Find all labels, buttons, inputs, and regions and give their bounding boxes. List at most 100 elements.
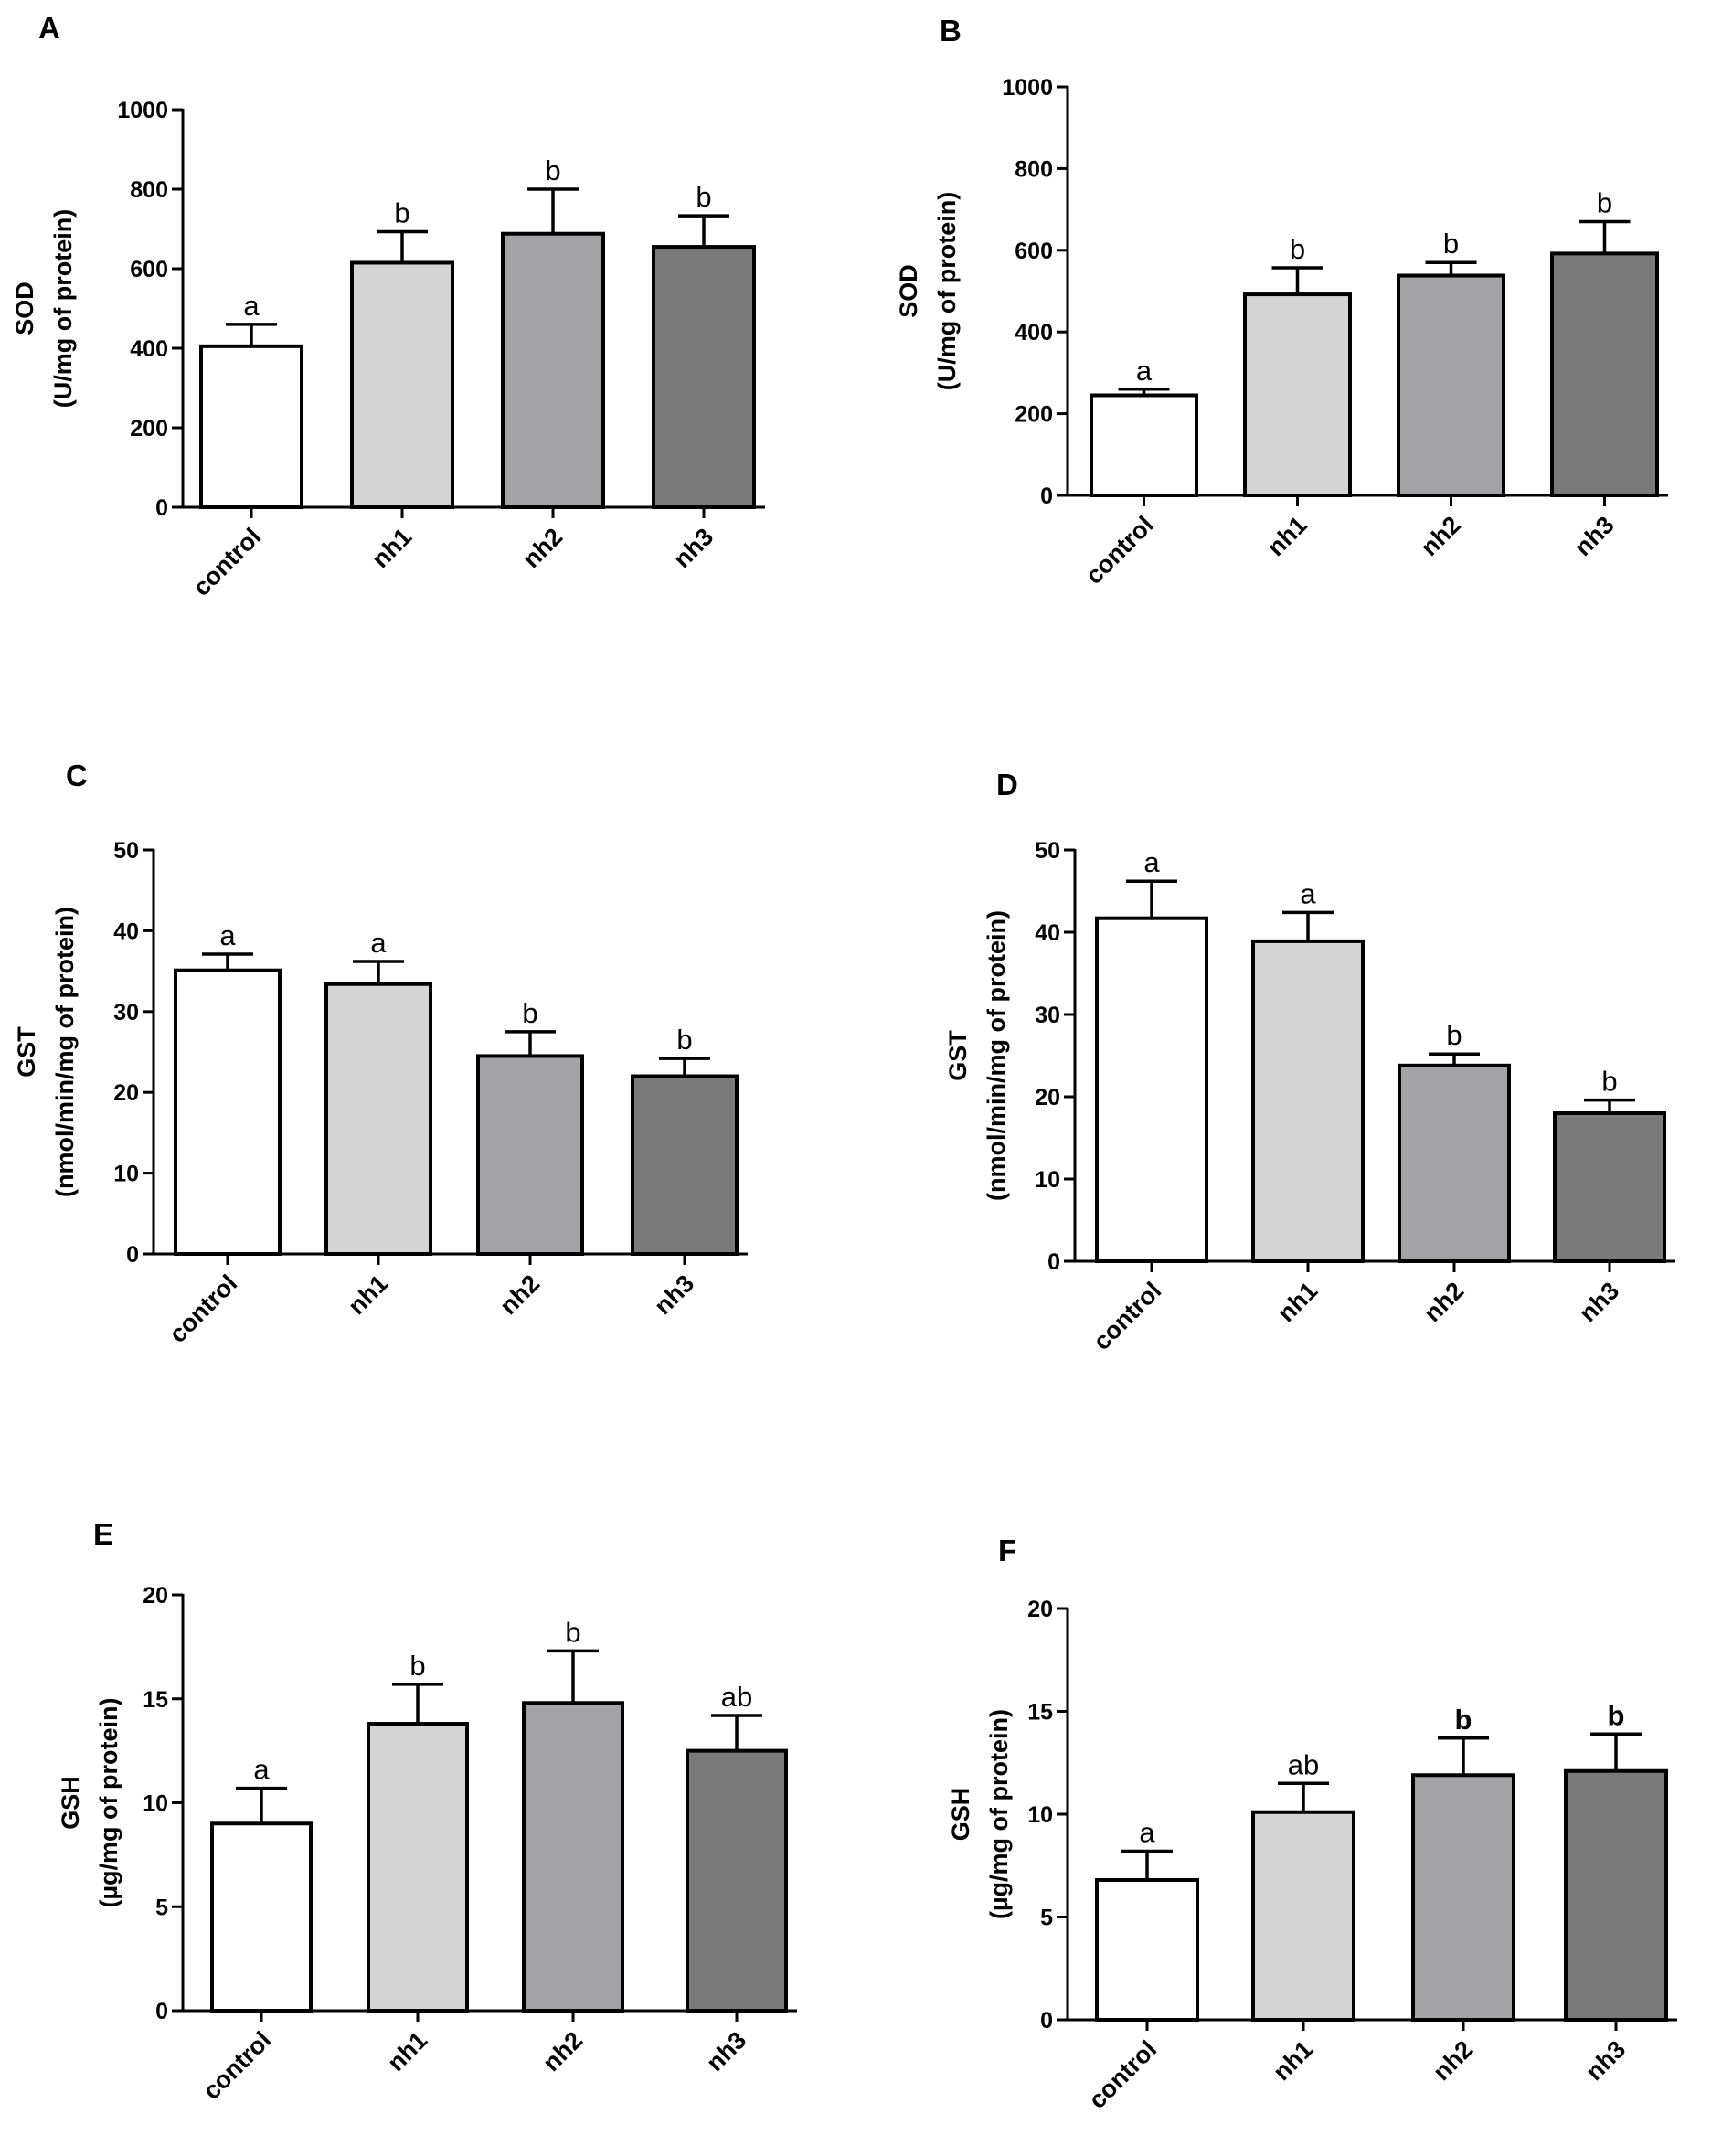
y-tick-label: 0: [155, 1999, 168, 2024]
y-tick-label: 15: [143, 1687, 168, 1713]
y-tick-label: 40: [1035, 920, 1060, 946]
y-tick-label: 600: [130, 257, 168, 282]
category-label: control: [1080, 511, 1159, 589]
significance-label: b: [545, 154, 560, 186]
significance-label: b: [1608, 1699, 1625, 1731]
y-tick-label: 0: [1047, 1249, 1060, 1275]
bar-nh3: [631, 1074, 739, 1257]
significance-label: b: [565, 1616, 580, 1648]
y-axis-label-title: GSH: [57, 1776, 84, 1830]
panel-letter: C: [66, 759, 88, 792]
y-tick-label: 400: [1015, 320, 1053, 345]
panel-e: E 0 5 10 15 20 GSH (µg/mg of protein) a control b n…: [57, 1517, 797, 2105]
bar-nh3: [1550, 251, 1659, 497]
significance-label: a: [370, 927, 387, 959]
category-label: nh2: [1416, 511, 1466, 561]
panel-letter: F: [998, 1534, 1016, 1567]
y-tick-label: 5: [1040, 1906, 1053, 1931]
y-tick-label: 30: [1035, 1003, 1060, 1028]
category-label: nh1: [1272, 1277, 1323, 1327]
significance-label: ab: [721, 1681, 752, 1713]
bar-nh2: [1411, 1773, 1515, 2022]
y-axis-label-units: (nmol/min/mg of protein): [51, 907, 79, 1197]
y-axis-label-title: GST: [13, 1026, 40, 1078]
category-label: nh3: [1569, 511, 1620, 561]
bar-nh1: [367, 1722, 469, 2013]
y-axis-label-units: (U/mg of protein): [933, 192, 961, 390]
category-label: nh1: [367, 523, 417, 573]
category-label: nh2: [537, 2026, 588, 2076]
bar-nh1: [350, 260, 454, 509]
y-tick-label: 20: [143, 1583, 168, 1609]
panel-letter: D: [996, 768, 1018, 802]
y-tick-label: 40: [113, 919, 139, 944]
bar-nh2: [1397, 273, 1505, 497]
y-axis-label-title: SOD: [11, 281, 38, 335]
significance-label: a: [253, 1754, 270, 1786]
significance-label: ab: [1288, 1748, 1319, 1780]
bar-nh1: [324, 982, 432, 1257]
y-tick-label: 10: [1035, 1167, 1060, 1193]
y-tick-label: 15: [1027, 1700, 1053, 1726]
y-tick-label: 10: [1027, 1802, 1053, 1828]
y-tick-label: 200: [130, 416, 168, 441]
y-axis-label-units: (nmol/min/mg of protein): [983, 910, 1010, 1201]
y-tick-label: 30: [113, 1000, 139, 1025]
significance-label: b: [1443, 228, 1459, 260]
significance-label: b: [522, 997, 537, 1029]
bar-nh3: [652, 245, 756, 509]
significance-label: b: [409, 1650, 425, 1682]
panel-c: C 0 10 20 30 40 50 GST (nmol/min/mg of protein) a…: [13, 759, 748, 1348]
y-tick-label: 10: [143, 1791, 168, 1817]
category-label: nh2: [517, 523, 568, 573]
category-label: nh3: [701, 2026, 751, 2076]
significance-label: b: [676, 1024, 692, 1056]
category-label: nh2: [1419, 1277, 1469, 1327]
significance-label: a: [219, 919, 236, 951]
bar-control: [1090, 393, 1198, 497]
significance-label: a: [1136, 355, 1153, 387]
panel-letter: B: [940, 14, 962, 48]
category-label: nh1: [382, 2026, 432, 2076]
significance-label: b: [1446, 1019, 1462, 1051]
bar-nh1: [1251, 1810, 1355, 2022]
panel-a: A 0 200 400 600 800 1000 SOD (U/mg of protein) a c…: [11, 11, 765, 601]
significance-label: a: [1143, 846, 1160, 878]
category-label: control: [164, 1269, 242, 1348]
significance-label: a: [243, 290, 260, 322]
significance-label: b: [394, 197, 409, 229]
category-label: nh1: [1262, 511, 1313, 561]
bar-nh2: [501, 231, 605, 509]
bar-control: [210, 1821, 313, 2013]
bar-nh3: [1553, 1111, 1666, 1263]
bar-control: [199, 344, 303, 510]
category-label: nh3: [1574, 1277, 1624, 1327]
bar-control: [1095, 1878, 1199, 2022]
category-label: control: [1083, 2035, 1162, 2114]
panel-f: F 0 5 10 15 20 GSH (µg/mg of protein) a control ab…: [947, 1534, 1677, 2114]
category-label: nh2: [494, 1269, 545, 1320]
y-tick-label: 20: [113, 1080, 139, 1106]
category-label: control: [187, 523, 266, 601]
bar-control: [1095, 916, 1208, 1263]
y-tick-label: 200: [1015, 402, 1053, 428]
significance-label: a: [1300, 877, 1316, 909]
y-axis-label-units: (µg/mg of protein): [985, 1709, 1013, 1919]
y-tick-label: 1000: [117, 98, 168, 123]
y-tick-label: 0: [155, 495, 168, 521]
y-tick-label: 50: [1035, 838, 1060, 864]
bar-nh3: [1564, 1768, 1668, 2022]
panel-d: D 0 10 20 30 40 50 GST (nmol/min/mg of protein) a…: [944, 768, 1675, 1355]
y-axis-label-title: GST: [944, 1030, 972, 1081]
panel-b: B 0 200 400 600 800 1000 SOD (U/mg of protein) a c…: [895, 14, 1668, 589]
y-tick-label: 1000: [1002, 75, 1053, 101]
bar-nh2: [1398, 1063, 1511, 1264]
y-tick-label: 20: [1035, 1085, 1060, 1110]
significance-label: b: [1597, 187, 1612, 219]
significance-label: b: [1455, 1704, 1472, 1736]
significance-label: b: [1601, 1066, 1617, 1098]
bar-nh1: [1243, 292, 1352, 497]
y-tick-label: 0: [1040, 483, 1053, 509]
significance-label: b: [696, 181, 711, 213]
bar-control: [174, 968, 282, 1256]
